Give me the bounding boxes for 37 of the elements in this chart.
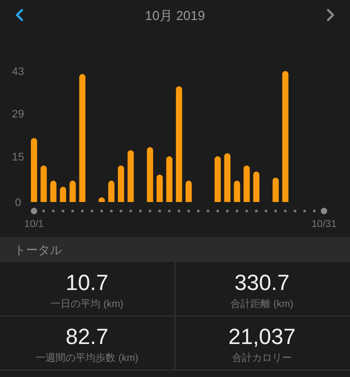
bar — [60, 186, 66, 202]
text: トータル — [14, 243, 62, 257]
bar — [214, 156, 221, 202]
bar — [156, 174, 163, 202]
chart-title: 10月 2019 — [145, 8, 205, 23]
bar — [186, 180, 192, 202]
bar — [79, 74, 86, 202]
bar — [234, 180, 240, 202]
text: 21,037 — [228, 324, 296, 349]
x-tick-label: 10/1 — [24, 219, 44, 230]
bar — [40, 165, 47, 202]
bar — [108, 180, 114, 202]
bar — [128, 150, 134, 202]
y-tick-label: 15 — [12, 151, 24, 164]
bar — [70, 180, 76, 202]
bar — [118, 165, 124, 202]
bar — [146, 147, 154, 202]
bar — [272, 178, 279, 202]
y-tick-label: 43 — [12, 66, 24, 78]
y-tick-label: 29 — [12, 108, 24, 121]
bar — [176, 86, 182, 202]
text: 一週間の平均歩数 (km) — [36, 352, 138, 364]
bar — [253, 172, 260, 202]
text: 10.7 — [66, 270, 108, 295]
text: 82.7 — [66, 324, 108, 349]
y-tick-label: 0 — [14, 197, 22, 209]
x-tick-label: 10/31 — [311, 219, 337, 230]
bar — [166, 156, 172, 202]
text: 合計距離 (km) — [230, 298, 294, 310]
bar — [50, 180, 56, 202]
bar — [224, 153, 230, 202]
bar — [282, 71, 288, 202]
text: 合計カロリー — [232, 352, 292, 364]
bar — [244, 165, 250, 202]
text: 330.7 — [234, 270, 290, 295]
bar — [30, 138, 38, 202]
text: 一日の平均 (km) — [50, 298, 124, 310]
